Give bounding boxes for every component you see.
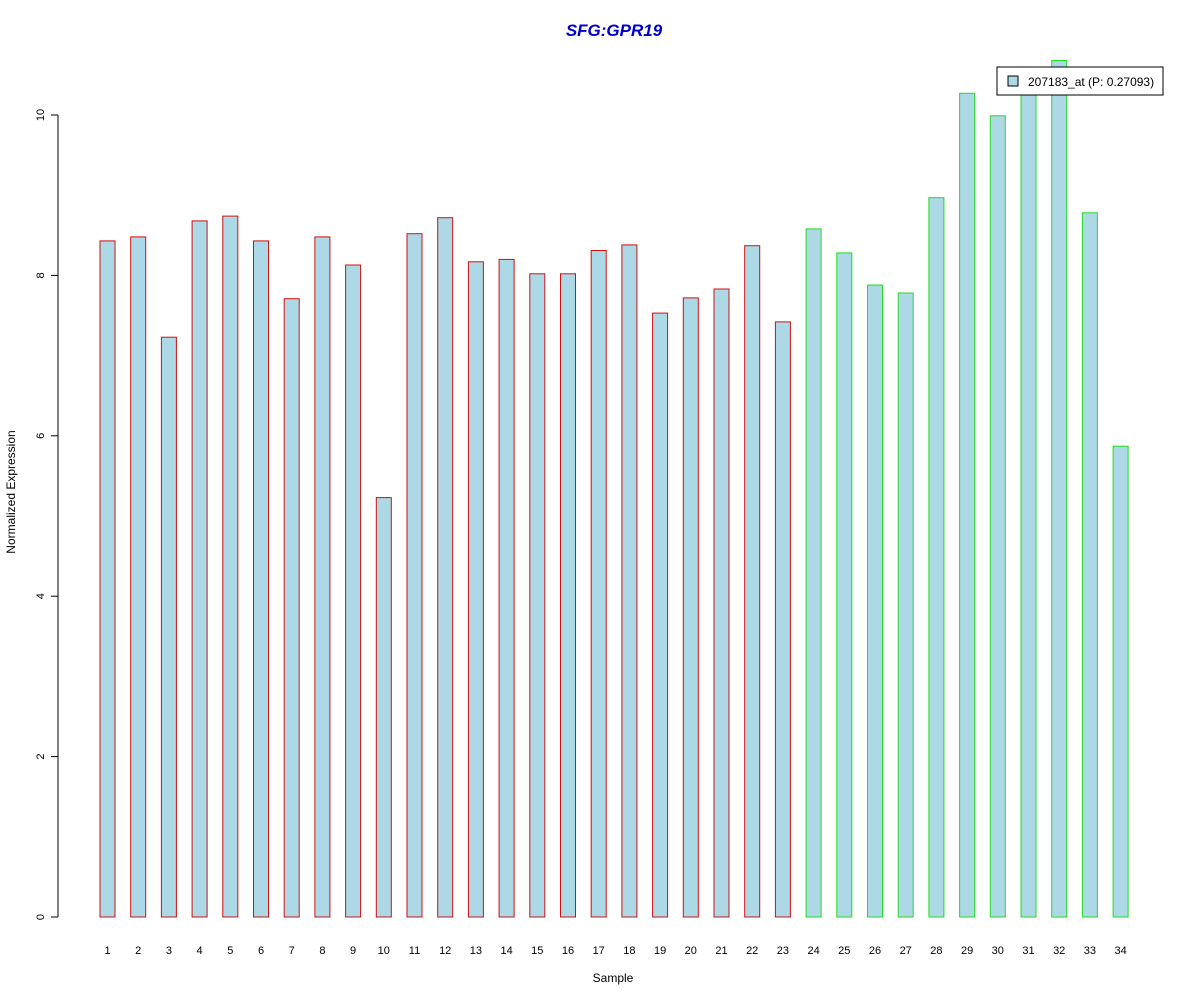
x-tick-label: 25 [838, 945, 850, 957]
x-tick-label: 22 [746, 945, 758, 957]
legend-box [996, 66, 1164, 96]
bar-sample-8 [314, 236, 331, 918]
x-tick-label: 9 [350, 945, 356, 957]
bar-sample-15 [529, 273, 546, 918]
y-axis-title: Normalized Expression [4, 430, 18, 553]
y-tick-label: 4 [35, 593, 47, 599]
bar-sample-17 [590, 250, 607, 918]
x-tick-label: 8 [319, 945, 325, 957]
x-tick-label: 16 [562, 945, 574, 957]
bar-sample-4 [191, 220, 208, 918]
bar-sample-32 [1051, 60, 1068, 918]
bar-sample-31 [1020, 88, 1037, 918]
x-tick-label: 11 [409, 945, 420, 957]
x-tick-label: 19 [654, 945, 666, 957]
bar-sample-29 [959, 92, 976, 918]
chart-title: SFG:GPR19 [566, 21, 663, 40]
bar-sample-6 [253, 240, 269, 918]
bar-sample-28 [928, 197, 945, 918]
x-tick-label: 20 [685, 945, 697, 957]
x-tick-label: 10 [378, 945, 390, 957]
y-tick-label: 10 [35, 109, 47, 121]
x-tick-label: 24 [807, 945, 819, 957]
bar-sample-23 [774, 321, 791, 918]
x-tick-label: 1 [104, 945, 110, 957]
x-tick-label: 3 [166, 945, 172, 957]
x-tick-label: 34 [1114, 945, 1126, 957]
bar-sample-16 [560, 273, 576, 918]
bar-sample-34 [1112, 445, 1129, 918]
x-tick-label: 4 [197, 945, 203, 957]
x-axis-title: Sample [593, 971, 634, 985]
x-tick-label: 27 [900, 945, 912, 957]
x-tick-label: 33 [1084, 945, 1096, 957]
bar-sample-2 [130, 236, 147, 918]
x-tick-labels: 1 2 3 4 5 6 7 8 9 10 11 12 13 14 15 16 17 18 19 20 21 22 23 24 2… [104, 945, 1126, 957]
bar-sample-24 [805, 228, 822, 918]
bar-sample-9 [345, 264, 362, 918]
x-tick-label: 17 [593, 945, 605, 957]
x-tick-label: 14 [500, 945, 512, 957]
legend: 207183_at (P: 0.27093) [996, 66, 1164, 96]
bar-sample-18 [621, 244, 638, 918]
bar-sample-30 [989, 115, 1006, 918]
bar-sample-22 [744, 245, 761, 918]
x-tick-label: 30 [992, 945, 1004, 957]
x-tick-label: 7 [289, 945, 295, 957]
bar-sample-11 [406, 233, 423, 918]
bar-sample-27 [897, 292, 914, 918]
x-tick-label: 18 [623, 945, 635, 957]
y-tick-label: 2 [35, 754, 47, 760]
x-tick-label: 28 [930, 945, 942, 957]
bar-sample-10 [375, 497, 392, 918]
y-tick-label: 8 [35, 272, 47, 278]
bar-sample-14 [498, 258, 515, 918]
legend-label: 207183_at (P: 0.27093) [1028, 75, 1154, 89]
bar-sample-25 [836, 252, 853, 918]
y-axis: 0 2 4 6 8 10 [35, 109, 59, 920]
x-tick-label: 31 [1022, 945, 1034, 957]
x-tick-label: 6 [258, 945, 264, 957]
x-tick-label: 26 [869, 945, 881, 957]
x-tick-label: 13 [470, 945, 482, 957]
y-tick-label: 6 [35, 433, 47, 439]
x-tick-label: 12 [439, 945, 451, 957]
bar-sample-5 [222, 215, 239, 918]
bar-sample-20 [682, 297, 699, 918]
x-tick-label: 23 [777, 945, 789, 957]
x-tick-label: 21 [715, 945, 727, 957]
bars [99, 60, 1129, 918]
bar-sample-12 [437, 217, 454, 918]
bar-sample-26 [867, 284, 883, 918]
bar-sample-3 [160, 336, 177, 918]
legend-swatch [1007, 75, 1019, 87]
bar-sample-1 [99, 240, 116, 918]
bar-sample-21 [713, 288, 730, 918]
bar-sample-13 [467, 261, 484, 918]
x-tick-label: 5 [227, 945, 233, 957]
x-tick-label: 2 [135, 945, 141, 957]
bar-sample-19 [652, 312, 669, 918]
x-tick-label: 29 [961, 945, 973, 957]
bar-sample-33 [1081, 212, 1098, 918]
bar-sample-7 [283, 298, 300, 918]
x-tick-label: 32 [1053, 945, 1065, 957]
x-tick-label: 15 [531, 945, 543, 957]
y-tick-label: 0 [35, 914, 47, 920]
